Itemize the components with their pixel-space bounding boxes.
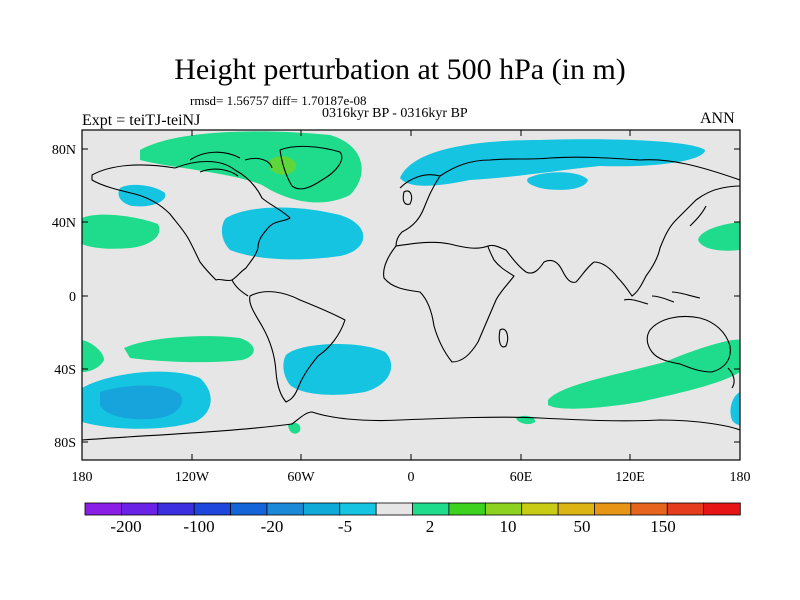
lon-label: 120W (175, 470, 210, 485)
coast-africa (383, 245, 515, 363)
lon-label: 120E (615, 470, 645, 485)
coast-australia (646, 315, 731, 373)
lat-label: 0 (69, 290, 76, 305)
lat-label: 40S (54, 363, 76, 378)
lat-label: 80S (54, 436, 76, 451)
coast-greenland (279, 145, 343, 190)
coast-indonesia (623, 291, 701, 305)
lon-label: 180 (72, 470, 93, 485)
coast-mediterranean (395, 241, 507, 251)
anomaly-negative-eurasia-north (400, 139, 705, 186)
colorbar-swatch (193, 502, 232, 516)
lon-label: 60E (510, 470, 533, 485)
colorbar-swatch (84, 502, 123, 516)
coast-madagascar (498, 328, 509, 348)
colorbar-swatch (666, 502, 705, 516)
anomaly-positive-greenland (140, 131, 362, 203)
anomaly-positive-south-pacific-west (82, 340, 104, 372)
season-label: ANN (700, 110, 735, 127)
colorbar-label: -100 (183, 517, 214, 536)
coast-japan (689, 205, 707, 227)
experiment-label: Expt = teiTJ-teiNJ (82, 112, 201, 129)
colorbar-swatch (339, 502, 377, 516)
coast-arctic-islands (189, 151, 273, 177)
colorbar-swatch (630, 502, 668, 516)
colorbar-swatch (120, 502, 159, 516)
lat-label: 40N (52, 216, 76, 231)
colorbar (84, 502, 741, 516)
anomaly-positive-pacific-north (82, 214, 160, 249)
anomaly-fields (82, 131, 740, 434)
anomaly-negative-south-atlantic (283, 344, 392, 395)
lat-label: 80N (52, 143, 76, 158)
colorbar-swatch (703, 502, 741, 516)
latitude-axis (82, 148, 740, 443)
colorbar-swatch (594, 502, 632, 516)
anomaly-positive-south-pacific (124, 336, 254, 363)
colorbar-swatch (230, 502, 268, 516)
anomaly-positive-australia (548, 339, 740, 409)
coast-south-america (249, 291, 346, 403)
colorbar-label: 50 (574, 517, 591, 536)
colorbar-label: -200 (110, 517, 141, 536)
colorbar-label: 2 (426, 517, 435, 536)
anomaly-positive-antarctic-1 (288, 422, 301, 434)
colorbar-swatch (412, 502, 450, 516)
colorbar-label: 10 (500, 517, 517, 536)
anomaly-negative-north-atlantic (221, 207, 364, 260)
colorbar-swatch (521, 502, 559, 516)
anomaly-negative-siberia (527, 172, 588, 190)
lon-label: 180 (730, 470, 751, 485)
colorbar-swatch (302, 502, 341, 516)
colorbar-swatch (375, 502, 414, 516)
lon-label: 60W (287, 470, 315, 485)
colorbar-swatch (266, 502, 305, 516)
longitude-axis (81, 130, 741, 460)
stats-line: rmsd= 1.56757 diff= 1.70187e-08 (190, 93, 367, 108)
coast-central-america (231, 279, 249, 297)
coast-southeast-asia (593, 185, 740, 297)
anomaly-positive-pacific-east (698, 222, 740, 251)
lon-label: 0 (408, 470, 415, 485)
colorbar-label: 150 (650, 517, 676, 536)
colorbar-swatch (448, 502, 486, 516)
period-line: 0316kyr BP - 0316kyr BP (322, 106, 468, 121)
colorbar-label: -5 (338, 517, 352, 536)
anomaly-negative-south-pacific-core (100, 385, 182, 420)
coast-north-america (91, 161, 291, 282)
coast-antarctica (82, 411, 740, 441)
coast-new-zealand (727, 367, 735, 389)
coast-uk (402, 190, 413, 205)
colorbar-swatch (157, 502, 195, 516)
coastlines (82, 145, 740, 441)
colorbar-label: -20 (261, 517, 284, 536)
coast-arabia-india (505, 249, 595, 283)
colorbar-swatch (557, 502, 596, 516)
colorbar-swatch (484, 502, 523, 516)
coast-europe-asia (395, 156, 740, 247)
plot-title: Height perturbation at 500 hPa (in m) (174, 53, 626, 86)
anomaly-negative-southeast-pacific (730, 392, 740, 425)
